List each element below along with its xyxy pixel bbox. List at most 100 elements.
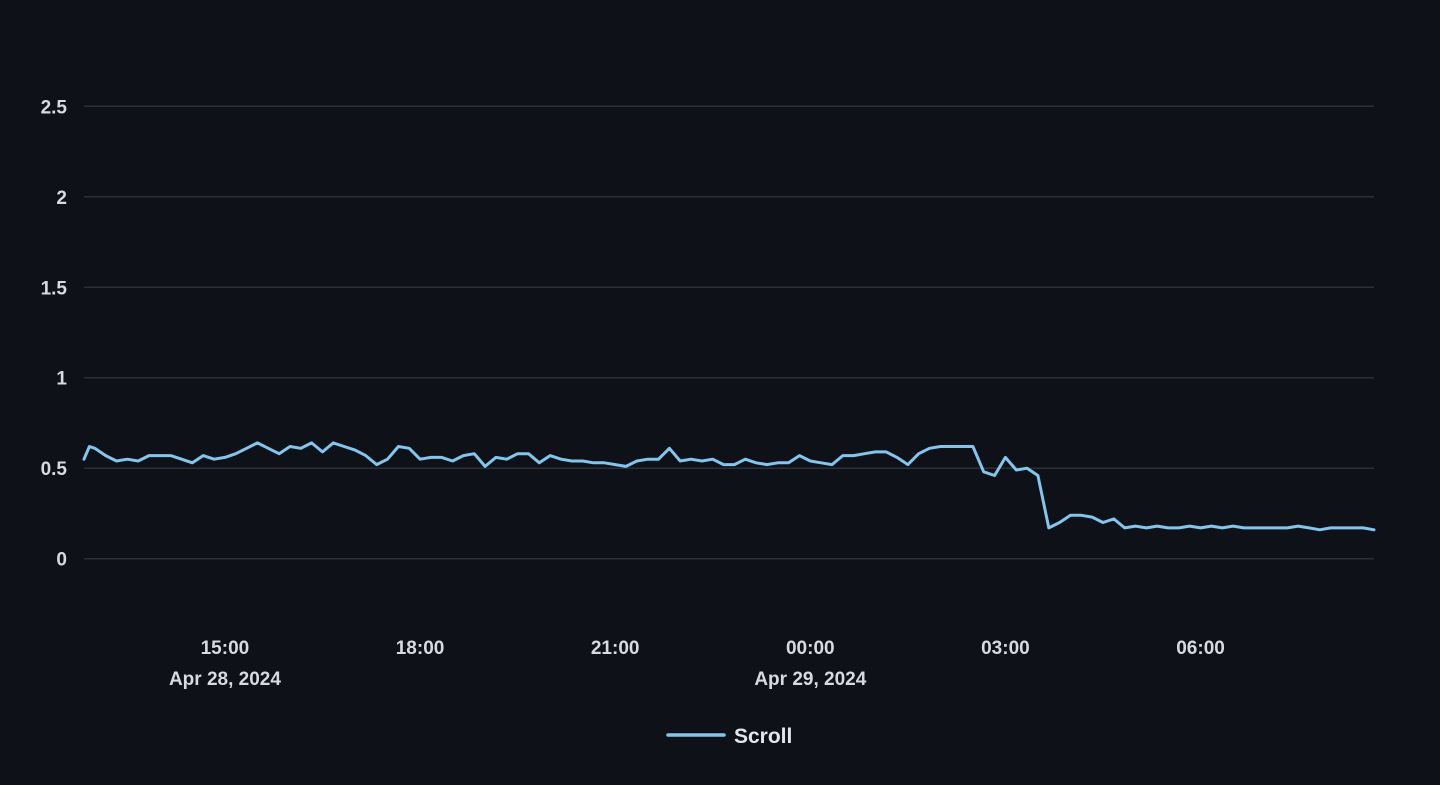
data-point bbox=[353, 448, 357, 452]
x-tick-label: 15:00 bbox=[201, 638, 250, 659]
data-point bbox=[938, 445, 942, 449]
data-point bbox=[1014, 468, 1018, 472]
data-point bbox=[1090, 515, 1094, 519]
data-point bbox=[743, 457, 747, 461]
gridlines bbox=[84, 105, 1374, 560]
y-axis: 0 0.5 1 1.5 2 2.5 bbox=[41, 97, 68, 570]
data-point bbox=[993, 474, 997, 478]
data-point bbox=[678, 459, 682, 463]
data-point bbox=[808, 459, 812, 463]
data-point bbox=[245, 446, 249, 450]
data-point bbox=[1003, 455, 1007, 459]
data-point bbox=[1199, 526, 1203, 530]
data-point bbox=[1307, 526, 1311, 530]
data-point bbox=[342, 445, 346, 449]
data-point bbox=[917, 452, 921, 456]
data-point bbox=[1274, 526, 1278, 530]
data-point bbox=[288, 445, 292, 449]
data-point bbox=[1155, 524, 1159, 528]
data-point bbox=[147, 454, 151, 458]
data-point bbox=[895, 455, 899, 459]
data-point bbox=[255, 441, 259, 445]
data-point bbox=[1036, 474, 1040, 478]
data-point bbox=[537, 461, 541, 465]
data-point bbox=[906, 463, 910, 467]
data-point bbox=[169, 454, 173, 458]
data-point bbox=[1101, 521, 1105, 525]
data-point bbox=[1166, 526, 1170, 530]
data-point bbox=[548, 454, 552, 458]
data-point bbox=[646, 457, 650, 461]
series-line-scroll bbox=[82, 441, 1376, 532]
legend[interactable]: Scroll bbox=[666, 725, 792, 748]
data-point bbox=[1123, 526, 1127, 530]
data-point bbox=[223, 455, 227, 459]
data-point bbox=[1025, 466, 1029, 470]
data-point bbox=[928, 446, 932, 450]
data-point bbox=[602, 461, 606, 465]
data-point bbox=[1296, 524, 1300, 528]
data-point bbox=[1209, 524, 1213, 528]
data-point bbox=[559, 457, 563, 461]
data-point bbox=[212, 457, 216, 461]
data-point bbox=[1134, 524, 1138, 528]
data-point bbox=[407, 446, 411, 450]
legend-label[interactable]: Scroll bbox=[734, 725, 792, 748]
data-point bbox=[1177, 526, 1181, 530]
data-point bbox=[234, 452, 238, 456]
data-point bbox=[841, 454, 845, 458]
data-point bbox=[971, 445, 975, 449]
data-point bbox=[158, 454, 162, 458]
data-point bbox=[82, 457, 86, 461]
data-point bbox=[949, 445, 953, 449]
data-point bbox=[461, 454, 465, 458]
data-point bbox=[277, 452, 281, 456]
y-tick-label: 1.5 bbox=[41, 278, 68, 299]
data-point bbox=[1372, 528, 1376, 532]
data-point bbox=[190, 461, 194, 465]
x-tick-label: 06:00 bbox=[1176, 638, 1225, 659]
x-tick-label: 21:00 bbox=[591, 638, 640, 659]
series-layer bbox=[82, 441, 1376, 532]
y-tick-label: 0 bbox=[56, 550, 67, 571]
y-tick-label: 2 bbox=[56, 188, 67, 209]
data-point bbox=[624, 464, 628, 468]
x-tick-date-label: Apr 28, 2024 bbox=[169, 669, 281, 690]
data-point bbox=[711, 457, 715, 461]
x-axis: 15:00 Apr 28, 2024 18:00 21:00 00:00 Apr 29, … bbox=[169, 638, 1225, 690]
data-point bbox=[1112, 517, 1116, 521]
data-point bbox=[657, 457, 661, 461]
data-point bbox=[266, 446, 270, 450]
data-point bbox=[1047, 526, 1051, 530]
data-point bbox=[1220, 526, 1224, 530]
data-point bbox=[570, 459, 574, 463]
data-point bbox=[418, 457, 422, 461]
data-point bbox=[386, 457, 390, 461]
data-point bbox=[440, 455, 444, 459]
data-point bbox=[505, 457, 509, 461]
y-tick-label: 1 bbox=[56, 369, 67, 390]
data-point bbox=[798, 454, 802, 458]
data-point bbox=[87, 445, 91, 449]
data-point bbox=[1340, 526, 1344, 530]
data-point bbox=[201, 454, 205, 458]
data-point bbox=[722, 463, 726, 467]
data-point bbox=[1264, 526, 1268, 530]
data-point bbox=[1253, 526, 1257, 530]
data-point bbox=[1188, 524, 1192, 528]
data-point bbox=[982, 470, 986, 474]
data-point bbox=[1058, 521, 1062, 525]
data-point bbox=[93, 446, 97, 450]
data-point bbox=[115, 459, 119, 463]
data-point bbox=[884, 450, 888, 454]
x-tick-label: 18:00 bbox=[396, 638, 445, 659]
data-point bbox=[863, 452, 867, 456]
data-point bbox=[592, 461, 596, 465]
data-point bbox=[321, 450, 325, 454]
data-point bbox=[494, 455, 498, 459]
data-point bbox=[451, 459, 455, 463]
data-point bbox=[1069, 513, 1073, 517]
data-point bbox=[125, 457, 129, 461]
x-tick-date-label: Apr 29, 2024 bbox=[754, 669, 866, 690]
